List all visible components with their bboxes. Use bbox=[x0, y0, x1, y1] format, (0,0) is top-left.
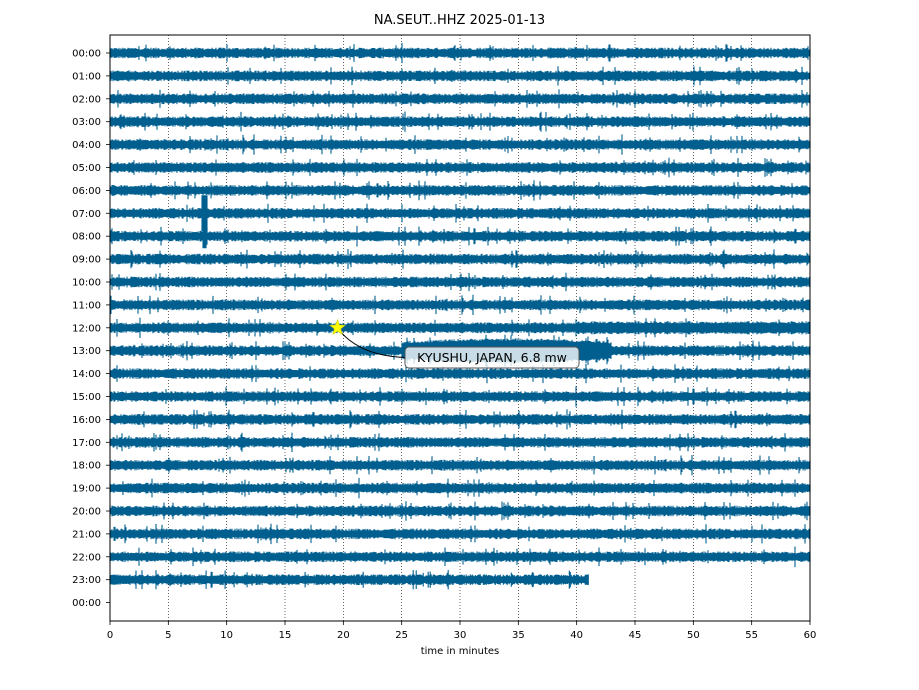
y-tick-labels: 00:00 01:00 02:00 03:00 04:00 05:00 06:00 07:00… bbox=[72, 49, 110, 609]
trace-rows bbox=[109, 42, 811, 590]
x-tick-label: 25 bbox=[395, 630, 408, 641]
x-tick-label: 10 bbox=[220, 630, 233, 641]
x-tick-label: 60 bbox=[804, 630, 817, 641]
y-tick-label: 12:00 bbox=[72, 323, 101, 334]
y-tick-label: 03:00 bbox=[72, 117, 101, 128]
y-tick-label: 18:00 bbox=[72, 461, 101, 472]
x-tick-label: 20 bbox=[337, 630, 350, 641]
trace-row bbox=[109, 42, 811, 64]
y-tick-label: 20:00 bbox=[72, 507, 101, 518]
y-tick-label: 05:00 bbox=[72, 163, 101, 174]
y-tick-label: 16:00 bbox=[72, 415, 101, 426]
y-tick-label: 21:00 bbox=[72, 529, 101, 540]
event-annotation-box bbox=[404, 346, 580, 369]
x-tick-labels: 0 5 10 15 20 25 30 35 40 45 50 55 60 bbox=[107, 621, 817, 641]
x-tick-label: 55 bbox=[745, 630, 758, 641]
event-annotation-label: KYUSHU, JAPAN, 6.8 mw bbox=[417, 350, 567, 365]
x-tick-label: 50 bbox=[687, 630, 700, 641]
y-tick-label: 14:00 bbox=[72, 369, 101, 380]
x-tick-label: 45 bbox=[629, 630, 642, 641]
y-tick-label: 10:00 bbox=[72, 278, 101, 289]
y-tick-label: 23:00 bbox=[72, 575, 101, 586]
y-tick-label: 01:00 bbox=[72, 71, 101, 82]
y-tick-label: 22:00 bbox=[72, 552, 101, 563]
trace-row bbox=[109, 523, 811, 545]
trace-row bbox=[109, 570, 589, 590]
y-tick-label: 06:00 bbox=[72, 186, 101, 197]
trace-row bbox=[109, 477, 811, 499]
trace-row bbox=[109, 157, 811, 178]
y-tick-label: 13:00 bbox=[72, 346, 101, 357]
y-tick-label: 17:00 bbox=[72, 438, 101, 449]
y-tick-label: 11:00 bbox=[72, 300, 101, 311]
x-tick-label: 5 bbox=[165, 630, 171, 641]
chart-title: NA.SEUT..HHZ 2025-01-13 bbox=[374, 13, 545, 28]
y-tick-label: 09:00 bbox=[72, 255, 101, 266]
trace-row bbox=[109, 66, 811, 86]
x-tick-label: 0 bbox=[107, 630, 113, 641]
y-tick-label: 19:00 bbox=[72, 484, 101, 495]
event-star-marker bbox=[329, 318, 346, 335]
trace-row bbox=[109, 501, 811, 521]
y-tick-label: 07:00 bbox=[72, 209, 101, 220]
y-tick-label: 04:00 bbox=[72, 140, 101, 151]
y-tick-label: 00:00 bbox=[72, 598, 101, 609]
x-tick-label: 35 bbox=[512, 630, 525, 641]
y-tick-label: 15:00 bbox=[72, 392, 101, 403]
trace-row bbox=[109, 409, 811, 430]
y-tick-label: 08:00 bbox=[72, 232, 101, 243]
x-tick-label: 15 bbox=[279, 630, 292, 641]
event-annotation-arrow bbox=[341, 332, 406, 358]
y-tick-label: 02:00 bbox=[72, 94, 101, 105]
trace-row bbox=[109, 546, 811, 568]
x-tick-label: 40 bbox=[570, 630, 583, 641]
x-tick-label: 30 bbox=[454, 630, 467, 641]
event-marker-layer: KYUSHU, JAPAN, 6.8 mw bbox=[329, 318, 580, 369]
x-axis-label: time in minutes bbox=[421, 646, 500, 657]
y-tick-label: 00:00 bbox=[72, 49, 101, 60]
